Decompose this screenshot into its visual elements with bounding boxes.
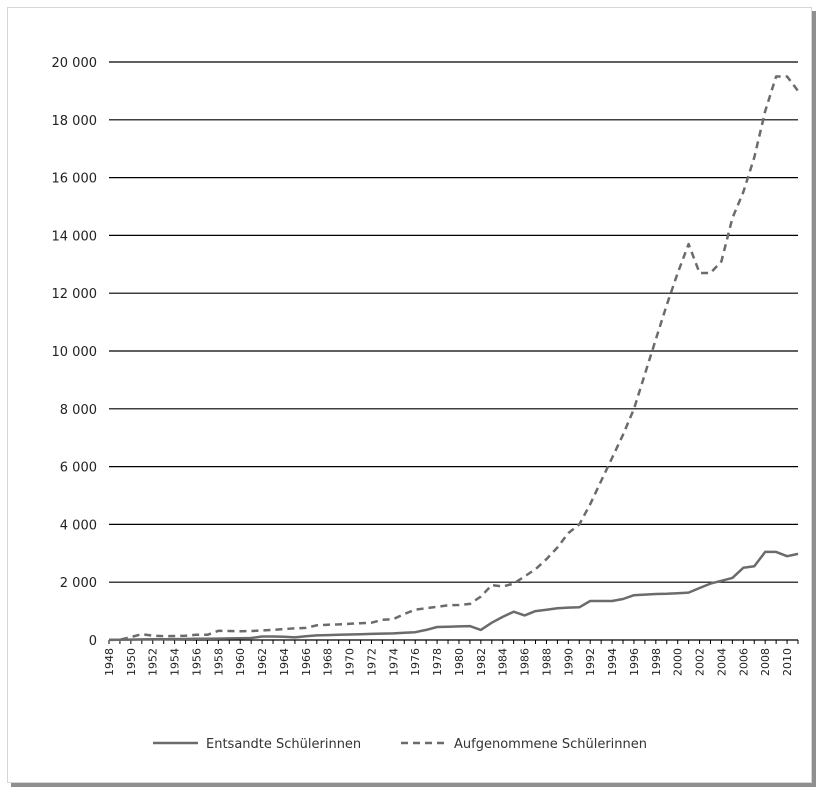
- grid-lines: [109, 61, 798, 641]
- x-tick-label: 1956: [190, 648, 203, 676]
- x-tick-label: 1986: [519, 648, 532, 676]
- series-line-aufgenommene: [108, 75, 799, 642]
- series-lines: [108, 75, 799, 642]
- legend-label-aufgenommene: Aufgenommene Schülerinnen: [454, 737, 647, 752]
- legend: Entsandte Schülerinnen Aufgenommene Schü…: [153, 737, 647, 752]
- x-tick-label: 1998: [650, 648, 663, 676]
- x-tick-label: 1988: [540, 648, 553, 676]
- x-tick-label: 1974: [387, 648, 400, 676]
- x-tick-label: 2000: [672, 648, 685, 676]
- x-tick-label: 1962: [256, 648, 269, 676]
- x-tick-label: 1952: [147, 648, 160, 676]
- x-tick-label: 1970: [344, 648, 357, 676]
- line-chart: 0 2 000 4 000 6 000 8 000 10 000 12 000 14 000 1…: [52, 56, 799, 752]
- x-tick-label: 1954: [169, 648, 182, 676]
- x-tick-label: 1994: [606, 648, 619, 676]
- y-tick-label: 6 000: [60, 461, 97, 476]
- x-tick-label: 1992: [584, 648, 597, 676]
- y-tick-label: 12 000: [52, 287, 98, 302]
- x-tick-label: 1950: [125, 648, 138, 676]
- x-tick-label: 1972: [365, 648, 378, 676]
- x-tick-label: 1976: [409, 648, 422, 676]
- x-tick-label: 1996: [628, 648, 641, 676]
- y-tick-label: 2 000: [60, 576, 97, 591]
- x-tick-label: 1968: [322, 648, 335, 676]
- y-tick-label: 8 000: [60, 403, 97, 418]
- y-tick-label: 4 000: [60, 518, 97, 533]
- x-tick-label: 1960: [234, 648, 247, 676]
- chart-frame: 0 2 000 4 000 6 000 8 000 10 000 12 000 14 000 1…: [7, 7, 812, 783]
- x-tick-label: 2004: [715, 648, 728, 676]
- legend-label-entsandte: Entsandte Schülerinnen: [206, 737, 361, 752]
- x-tick-label: 1980: [453, 648, 466, 676]
- x-tick-label: 1964: [278, 648, 291, 676]
- y-tick-label: 0: [89, 634, 97, 649]
- x-tick-label: 2008: [759, 648, 772, 676]
- y-tick-label: 20 000: [52, 56, 98, 71]
- x-tick-label: 1948: [103, 648, 116, 676]
- series-line-entsandte: [108, 550, 799, 642]
- x-tick-label: 1982: [475, 648, 488, 676]
- x-tick-label: 1978: [431, 648, 444, 676]
- y-tick-label: 10 000: [52, 345, 98, 360]
- x-tick-label: 2002: [694, 648, 707, 676]
- x-tick-label: 2010: [781, 648, 794, 676]
- x-tick-label: 1984: [497, 648, 510, 676]
- x-tick-labels: 1948 1950 1952 1954 1956 1958 1960 1962 1964 1966…: [103, 640, 799, 676]
- y-tick-label: 18 000: [52, 114, 98, 129]
- y-tick-labels: 0 2 000 4 000 6 000 8 000 10 000 12 000 14 000 1…: [52, 56, 98, 649]
- y-tick-label: 16 000: [52, 172, 98, 187]
- x-tick-label: 1990: [562, 648, 575, 676]
- x-tick-label: 1958: [212, 648, 225, 676]
- x-tick-label: 1966: [300, 648, 313, 676]
- x-tick-label: 2006: [737, 648, 750, 676]
- y-tick-label: 14 000: [52, 229, 98, 244]
